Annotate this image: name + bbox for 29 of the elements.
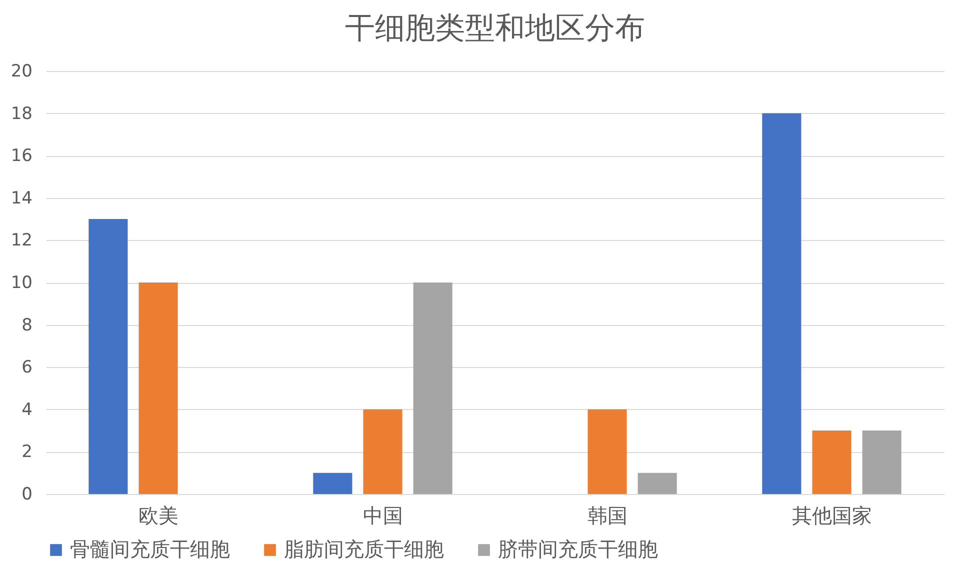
chart-title: 干细胞类型和地区分布	[345, 11, 645, 46]
legend-label: 脐带间充质干细胞	[498, 537, 658, 561]
y-tick-label: 18	[10, 104, 32, 124]
y-tick-label: 10	[10, 273, 32, 293]
x-tick-label: 其他国家	[792, 504, 872, 528]
bar	[638, 472, 677, 494]
y-tick-label: 0	[22, 484, 32, 504]
legend-label: 骨髓间充质干细胞	[70, 537, 230, 561]
y-tick-label: 16	[10, 146, 32, 166]
legend-label: 脂肪间充质干细胞	[284, 537, 444, 561]
y-tick-label: 2	[22, 442, 32, 462]
x-tick-label: 韩国	[587, 504, 628, 528]
bar	[88, 219, 128, 494]
y-tick-label: 4	[22, 400, 32, 420]
y-tick-label: 14	[10, 188, 32, 208]
bar	[313, 472, 352, 494]
y-tick-label: 6	[22, 358, 32, 378]
bar	[363, 409, 402, 494]
bar	[862, 430, 902, 494]
bar	[812, 430, 852, 494]
x-tick-label: 中国	[362, 504, 403, 528]
bar	[588, 409, 627, 494]
y-tick-label: 8	[22, 315, 32, 336]
bar	[762, 113, 802, 494]
y-tick-label: 20	[10, 62, 32, 82]
bar	[413, 282, 452, 494]
bar	[138, 282, 178, 494]
x-tick-label: 欧美	[138, 504, 178, 528]
y-tick-label: 12	[10, 230, 32, 251]
